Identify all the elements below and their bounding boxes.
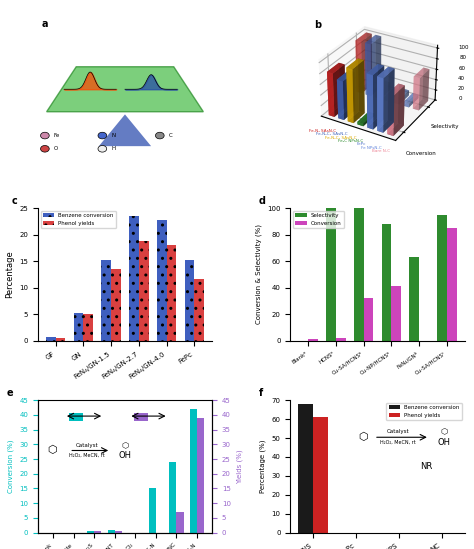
Bar: [185, 260, 194, 341]
Text: ⬡
OH: ⬡ OH: [118, 441, 131, 460]
Text: H₂O₂, MeCN, rt: H₂O₂, MeCN, rt: [69, 453, 105, 458]
Polygon shape: [99, 114, 151, 146]
Text: c: c: [12, 195, 18, 206]
Bar: [111, 269, 121, 341]
Bar: [46, 337, 55, 341]
Bar: [157, 220, 167, 341]
Text: O: O: [54, 146, 58, 152]
Bar: [392, 287, 401, 341]
Bar: [326, 208, 336, 341]
Text: ⬡: ⬡: [47, 445, 57, 456]
Text: Fe: Fe: [54, 133, 60, 138]
Bar: [447, 228, 456, 341]
Text: N: N: [111, 133, 115, 138]
Bar: [308, 339, 318, 341]
Polygon shape: [46, 67, 203, 112]
Text: H: H: [111, 146, 115, 152]
Circle shape: [155, 132, 164, 139]
Bar: [410, 257, 419, 341]
Bar: [364, 298, 374, 341]
Y-axis label: Conversion (%): Conversion (%): [7, 440, 14, 493]
Bar: [176, 512, 183, 533]
Bar: [149, 489, 156, 533]
Bar: [55, 338, 65, 341]
Bar: [336, 338, 346, 341]
Text: Catalyst: Catalyst: [387, 429, 410, 434]
Bar: [354, 208, 364, 341]
Text: Catalyst: Catalyst: [75, 442, 98, 447]
Bar: [169, 462, 176, 533]
Bar: [101, 260, 111, 341]
Y-axis label: Yields (%): Yields (%): [237, 449, 243, 484]
Legend: Benzene conversion, Phenol yields: Benzene conversion, Phenol yields: [41, 211, 116, 228]
Bar: [115, 531, 122, 533]
Bar: [139, 241, 148, 341]
Legend: Selectivity, Conversion: Selectivity, Conversion: [293, 211, 344, 228]
Text: H₂O₂, MeCN, rt: H₂O₂, MeCN, rt: [381, 440, 416, 445]
Y-axis label: Percentage (%): Percentage (%): [260, 440, 266, 493]
Text: a: a: [41, 19, 48, 29]
Bar: [298, 404, 313, 533]
Bar: [437, 215, 447, 341]
Y-axis label: Conversion & Selectivity (%): Conversion & Selectivity (%): [255, 225, 262, 324]
Legend: Benzene conversion, Phenol yields: Benzene conversion, Phenol yields: [386, 403, 462, 420]
Bar: [87, 531, 94, 533]
Bar: [167, 245, 176, 341]
Circle shape: [41, 132, 49, 139]
Text: ⬡: ⬡: [359, 432, 368, 442]
Bar: [190, 409, 197, 533]
Circle shape: [98, 145, 107, 152]
Bar: [69, 413, 83, 422]
Circle shape: [98, 132, 107, 139]
Bar: [194, 279, 204, 341]
Text: NR: NR: [420, 462, 432, 471]
Bar: [197, 418, 204, 533]
Bar: [382, 224, 392, 341]
Text: C: C: [169, 133, 172, 138]
Text: f: f: [259, 388, 263, 397]
Y-axis label: Percentage: Percentage: [5, 251, 14, 298]
Text: ⬡
OH: ⬡ OH: [437, 428, 450, 447]
Bar: [313, 417, 328, 533]
Circle shape: [41, 145, 49, 152]
Bar: [83, 314, 93, 341]
Text: d: d: [259, 195, 266, 206]
Bar: [108, 530, 115, 533]
Bar: [94, 531, 101, 533]
Bar: [129, 216, 139, 341]
Bar: [134, 413, 147, 422]
Text: b: b: [314, 20, 321, 30]
Text: e: e: [7, 388, 13, 397]
Bar: [73, 312, 83, 341]
